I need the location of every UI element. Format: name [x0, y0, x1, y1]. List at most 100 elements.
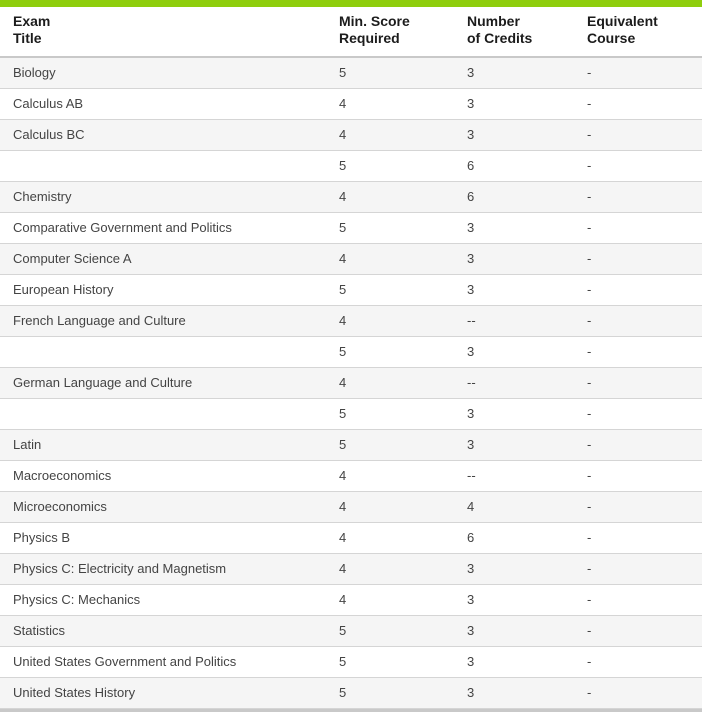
cell-min-score: 4	[326, 367, 454, 399]
cell-equivalent-course: -	[574, 119, 702, 151]
cell-min-score: 4	[326, 88, 454, 120]
cell-equivalent-course: -	[574, 212, 702, 244]
cell-min-score: 5	[326, 57, 454, 89]
column-header-equivalent-course: Equivalent Course	[574, 7, 702, 58]
cell-equivalent-course: -	[574, 336, 702, 368]
column-header-min-score: Min. Score Required	[326, 7, 454, 58]
table-row: European History 5 3 -	[0, 274, 702, 306]
cell-exam-title	[0, 398, 326, 430]
cell-equivalent-course: -	[574, 305, 702, 337]
cell-credits: --	[454, 460, 574, 492]
cell-equivalent-course: -	[574, 553, 702, 585]
cell-credits: 6	[454, 150, 574, 182]
cell-credits: 6	[454, 522, 574, 554]
cell-credits: 3	[454, 57, 574, 89]
table-row: Physics C: Mechanics 4 3 -	[0, 584, 702, 616]
cell-equivalent-course: -	[574, 367, 702, 399]
cell-exam-title: United States History	[0, 677, 326, 709]
cell-min-score: 4	[326, 522, 454, 554]
table-row: Chemistry 4 6 -	[0, 181, 702, 213]
cell-min-score: 4	[326, 460, 454, 492]
cell-exam-title	[0, 150, 326, 182]
cell-min-score: 5	[326, 429, 454, 461]
cell-min-score: 5	[326, 646, 454, 678]
cell-equivalent-course: -	[574, 491, 702, 523]
table-row: French Language and Culture 4 -- -	[0, 305, 702, 337]
table-row: German Language and Culture 4 -- -	[0, 367, 702, 399]
cell-exam-title: United States Government and Politics	[0, 646, 326, 678]
cell-equivalent-course: -	[574, 677, 702, 709]
cell-exam-title: Calculus BC	[0, 119, 326, 151]
cell-equivalent-course: -	[574, 398, 702, 430]
cell-equivalent-course: -	[574, 88, 702, 120]
cell-min-score: 4	[326, 584, 454, 616]
cell-exam-title	[0, 336, 326, 368]
cell-min-score: 4	[326, 119, 454, 151]
table-row: Computer Science A 4 3 -	[0, 243, 702, 275]
cell-min-score: 5	[326, 398, 454, 430]
cell-credits: 3	[454, 274, 574, 306]
cell-min-score: 4	[326, 305, 454, 337]
column-header-exam-title: Exam Title	[0, 7, 326, 58]
cell-exam-title: European History	[0, 274, 326, 306]
table-row: Calculus BC 4 3 -	[0, 119, 702, 151]
cell-equivalent-course: -	[574, 243, 702, 275]
table-row: Physics B 4 6 -	[0, 522, 702, 554]
ap-credit-table: Exam Title Min. Score Required Number of…	[0, 7, 702, 709]
cell-credits: 3	[454, 646, 574, 678]
cell-min-score: 5	[326, 677, 454, 709]
cell-exam-title: French Language and Culture	[0, 305, 326, 337]
table-header-row: Exam Title Min. Score Required Number of…	[0, 7, 702, 58]
cell-exam-title: Biology	[0, 57, 326, 89]
cell-credits: 3	[454, 615, 574, 647]
cell-min-score: 5	[326, 150, 454, 182]
cell-credits: 3	[454, 553, 574, 585]
table-row: 5 6 -	[0, 150, 702, 182]
bottom-bar	[0, 709, 702, 712]
cell-equivalent-course: -	[574, 150, 702, 182]
cell-min-score: 5	[326, 212, 454, 244]
cell-exam-title: Chemistry	[0, 181, 326, 213]
table-row: Physics C: Electricity and Magnetism 4 3…	[0, 553, 702, 585]
table-row: Macroeconomics 4 -- -	[0, 460, 702, 492]
table-row: 5 3 -	[0, 336, 702, 368]
cell-equivalent-course: -	[574, 57, 702, 89]
cell-equivalent-course: -	[574, 522, 702, 554]
cell-credits: 3	[454, 584, 574, 616]
cell-min-score: 4	[326, 491, 454, 523]
cell-equivalent-course: -	[574, 615, 702, 647]
cell-equivalent-course: -	[574, 646, 702, 678]
cell-credits: 3	[454, 119, 574, 151]
cell-min-score: 5	[326, 274, 454, 306]
table-row: United States History 5 3 -	[0, 677, 702, 709]
cell-exam-title: Statistics	[0, 615, 326, 647]
cell-exam-title: Physics C: Mechanics	[0, 584, 326, 616]
cell-equivalent-course: -	[574, 274, 702, 306]
cell-exam-title: Macroeconomics	[0, 460, 326, 492]
cell-credits: 3	[454, 429, 574, 461]
cell-exam-title: Calculus AB	[0, 88, 326, 120]
cell-credits: --	[454, 305, 574, 337]
cell-credits: 3	[454, 212, 574, 244]
table-row: Comparative Government and Politics 5 3 …	[0, 212, 702, 244]
cell-credits: 3	[454, 677, 574, 709]
table-row: Calculus AB 4 3 -	[0, 88, 702, 120]
column-header-credits: Number of Credits	[454, 7, 574, 58]
cell-credits: 4	[454, 491, 574, 523]
table-row: Microeconomics 4 4 -	[0, 491, 702, 523]
table-row: Biology 5 3 -	[0, 57, 702, 89]
cell-exam-title: Physics B	[0, 522, 326, 554]
cell-exam-title: Latin	[0, 429, 326, 461]
cell-exam-title: German Language and Culture	[0, 367, 326, 399]
table-row: United States Government and Politics 5 …	[0, 646, 702, 678]
cell-min-score: 5	[326, 336, 454, 368]
cell-min-score: 4	[326, 243, 454, 275]
cell-exam-title: Physics C: Electricity and Magnetism	[0, 553, 326, 585]
cell-equivalent-course: -	[574, 181, 702, 213]
cell-equivalent-course: -	[574, 429, 702, 461]
cell-min-score: 5	[326, 615, 454, 647]
cell-credits: --	[454, 367, 574, 399]
cell-credits: 3	[454, 243, 574, 275]
cell-credits: 3	[454, 336, 574, 368]
